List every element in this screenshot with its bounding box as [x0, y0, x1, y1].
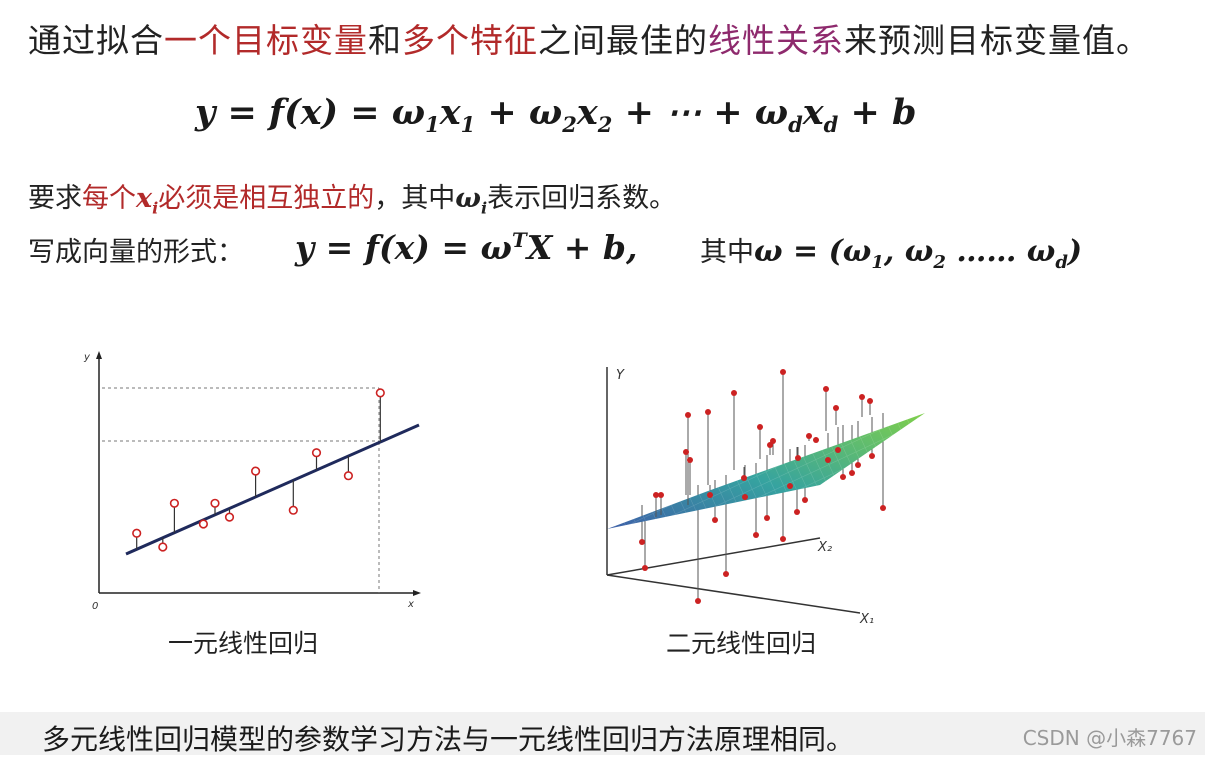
data-point	[849, 470, 855, 476]
data-point	[723, 571, 729, 577]
data-point	[806, 433, 812, 439]
data-point	[802, 497, 808, 503]
data-point	[813, 437, 819, 443]
data-point	[880, 505, 886, 511]
data-point	[825, 457, 831, 463]
data-point	[639, 539, 645, 545]
data-point	[859, 394, 865, 400]
intro-part: 来预测目标变量值。	[844, 21, 1150, 60]
omega-definition: 其中ω = (ω1, ω2 …… ωd)	[700, 234, 1083, 273]
data-point	[833, 405, 839, 411]
data-point	[158, 542, 168, 552]
data-point	[251, 466, 261, 476]
data-point	[780, 369, 786, 375]
where-label: 其中	[700, 237, 754, 268]
origin-label: 0	[92, 601, 98, 612]
data-point	[794, 509, 800, 515]
data-point	[343, 471, 354, 481]
req-part: ，其中	[374, 183, 456, 214]
bivariate-regression-caption: 二元线性回归	[666, 629, 817, 658]
data-point	[685, 412, 691, 418]
intro-highlight-linear: 线性关系	[708, 21, 844, 60]
x-axis-arrow	[413, 590, 421, 596]
data-points	[639, 369, 886, 604]
data-point	[867, 398, 873, 404]
data-points	[132, 388, 385, 552]
regression-equation: y = f(x) = ω1x1 + ω2x2 + ⋯ + ωdxd + b	[195, 92, 917, 137]
x1-axis	[606, 574, 861, 614]
req-part: 要求	[28, 183, 82, 214]
data-point	[311, 448, 322, 458]
bivariate-regression-plot: Y X₁ X₂	[606, 367, 925, 627]
x1-axis-label: X₁	[859, 612, 874, 627]
req-highlight: 每个xi必须是相互独立的	[82, 183, 375, 218]
data-point	[642, 565, 648, 571]
intro-highlight-features: 多个特征	[402, 21, 538, 60]
data-point	[869, 453, 875, 459]
vector-equation: y = f(x) = ωTX + b,	[295, 228, 638, 267]
data-point	[375, 388, 385, 398]
simple-regression-caption: 一元线性回归	[168, 629, 319, 658]
data-point	[705, 409, 711, 415]
data-point	[288, 505, 298, 515]
data-point	[840, 474, 846, 480]
bottom-note: 多元线性回归模型的参数学习方法与一元线性回归方法原理相同。	[42, 723, 855, 756]
y-axis-label: Y	[616, 368, 625, 383]
data-point	[712, 517, 718, 523]
intro-part: 之间最佳的	[538, 21, 708, 60]
data-point	[835, 447, 841, 453]
intro-part: 通过拟合	[28, 21, 164, 60]
data-point	[198, 519, 208, 529]
requirement-sentence: 要求每个xi必须是相互独立的，其中ωi表示回归系数。	[28, 176, 676, 217]
data-point	[741, 475, 747, 481]
intro-part: 和	[368, 21, 402, 60]
vector-form-label: 写成向量的形式：	[28, 237, 244, 268]
y-axis-arrow	[96, 351, 102, 359]
x-axis-label: x	[407, 599, 414, 610]
intro-sentence: 通过拟合一个目标变量和多个特征之间最佳的线性关系来预测目标变量值。	[28, 14, 1150, 62]
plane-mesh	[607, 413, 925, 529]
data-point	[653, 492, 659, 498]
data-point	[169, 498, 179, 508]
data-point	[210, 498, 220, 508]
data-point	[731, 390, 737, 396]
data-point	[823, 386, 829, 392]
x2-axis	[606, 537, 821, 576]
data-point	[742, 494, 748, 500]
data-point	[753, 532, 759, 538]
y-axis-label: y	[83, 352, 91, 363]
data-point	[132, 528, 142, 538]
data-point	[855, 462, 861, 468]
data-point	[695, 598, 701, 604]
data-point	[780, 536, 786, 542]
omega-i: ωi	[455, 183, 488, 218]
intro-highlight-target: 一个目标变量	[164, 21, 368, 60]
bottom-banner: 多元线性回归模型的参数学习方法与一元线性回归方法原理相同。 CSDN @小森77…	[0, 712, 1205, 756]
data-point	[764, 515, 770, 521]
data-point	[224, 512, 235, 522]
data-point	[687, 457, 693, 463]
data-point	[795, 455, 801, 461]
simple-regression-plot: y x 0	[83, 351, 421, 612]
regression-line	[125, 423, 420, 556]
data-point	[757, 424, 763, 430]
data-point	[787, 483, 793, 489]
data-point	[707, 492, 713, 498]
x2-axis-label: X₂	[817, 540, 832, 555]
req-part: 表示回归系数。	[487, 183, 677, 214]
csdn-watermark: CSDN @小森7767	[1022, 726, 1197, 750]
data-point	[683, 449, 689, 455]
data-point	[767, 442, 773, 448]
data-point	[658, 492, 664, 498]
